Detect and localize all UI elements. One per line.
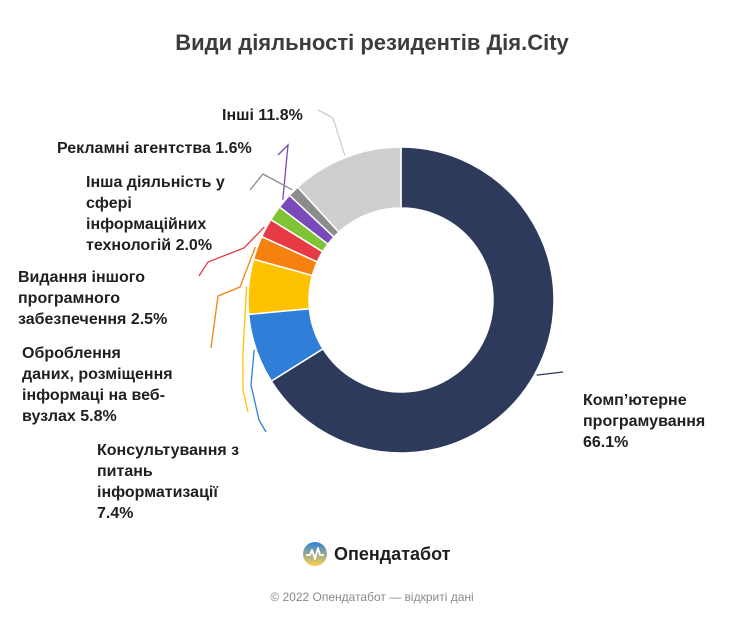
leader-line	[317, 109, 346, 156]
label-other-it: Інша діяльність у сфері інформаційних техно…	[86, 174, 225, 254]
label-others: Інші 11.8%	[222, 107, 303, 124]
donut-slice	[296, 146, 402, 234]
label-software-publishing: Видання іншого програмного забезпечення 2.…	[18, 269, 168, 328]
donut-slice	[270, 146, 555, 454]
leader-line	[198, 226, 265, 277]
leader-line	[210, 246, 256, 349]
label-consulting: Консультування з питань інформатизації 7.4%	[97, 442, 240, 522]
label-advertising: Рекламні агентства 1.6%	[57, 140, 252, 157]
footer-copyright: © 2022 Опендатабот — відкриті дані	[270, 590, 474, 604]
opendatabot-logo-icon	[303, 542, 327, 566]
logo-text: Опендатабот	[334, 543, 451, 564]
chart-title: Види діяльності резидентів Дія.City	[175, 30, 569, 55]
leader-line	[536, 371, 564, 376]
leader-line	[249, 173, 293, 191]
leader-line	[277, 143, 289, 200]
leader-line	[242, 286, 249, 413]
label-computer-programming: Комп’ютерне програмування 66.1%	[583, 392, 706, 451]
label-data-processing: Оброблення даних, розміщення інформаці на …	[22, 345, 173, 425]
leader-line	[250, 349, 267, 433]
opendatabot-logo: Опендатабот	[302, 541, 451, 567]
